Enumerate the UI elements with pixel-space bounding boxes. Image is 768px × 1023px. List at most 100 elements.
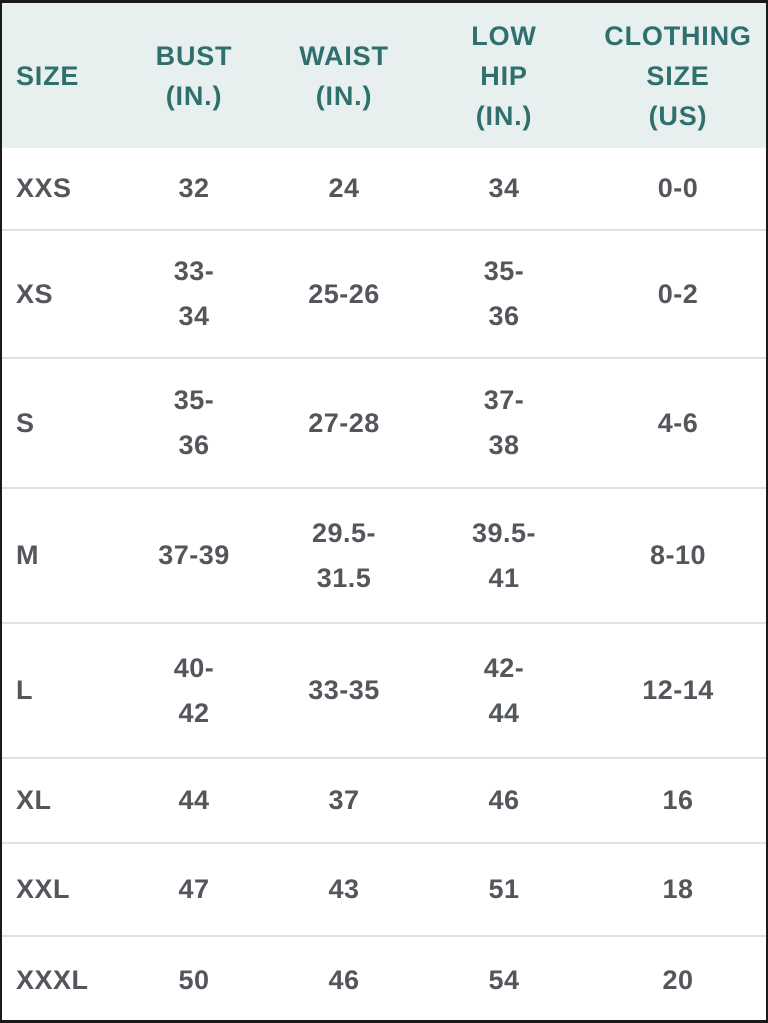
size-label-cell: XXS: [2, 148, 118, 230]
header-row: SIZE BUST (IN.) WAIST (IN.) LOW HIP (IN.) CLOTHI…: [2, 3, 766, 148]
cell-line: 38: [488, 430, 520, 460]
measurement-cell: 0-2: [590, 229, 766, 358]
column-header-line: WAIST: [299, 40, 389, 71]
cell-line: 47: [178, 874, 210, 904]
measurement-cell: 50: [118, 935, 270, 1020]
cell-line: 24: [328, 173, 360, 203]
size-label-cell: L: [2, 622, 118, 758]
measurement-cell: 37-39: [118, 487, 270, 623]
cell-line: 20: [662, 964, 694, 995]
size-chart-table: SIZE BUST (IN.) WAIST (IN.) LOW HIP (IN.) CLOTHI…: [2, 3, 766, 1020]
cell-line: S: [16, 407, 35, 438]
measurement-cell: 24: [270, 148, 418, 230]
measurement-cell: 43: [270, 842, 418, 936]
cell-line: 31.5: [316, 562, 372, 593]
size-label-cell: M: [2, 487, 118, 623]
measurement-cell: 29.5- 31.5: [270, 487, 418, 623]
cell-line: 34: [178, 301, 210, 331]
measurement-cell: 51: [418, 842, 590, 936]
column-header-line: SIZE: [646, 60, 710, 91]
measurement-cell: 12-14: [590, 622, 766, 758]
cell-line: 46: [328, 964, 360, 995]
cell-line: 44: [488, 697, 520, 728]
cell-line: M: [16, 540, 39, 570]
table-row: XXS 32 24 34 0-0: [2, 148, 766, 230]
measurement-cell: 47: [118, 842, 270, 936]
measurement-cell: 18: [590, 842, 766, 936]
cell-line: XL: [16, 785, 52, 815]
table-body: XXS 32 24 34 0-0 XS 33- 34 25-26 35- 36 0-2 S 35- 36 27…: [2, 148, 766, 1020]
column-header-clothing-size: CLOTHING SIZE (US): [590, 3, 766, 148]
cell-line: 36: [178, 430, 210, 460]
table-row: XXL 47 43 51 18: [2, 842, 766, 936]
measurement-cell: 54: [418, 935, 590, 1020]
cell-line: XXS: [16, 173, 72, 203]
cell-line: 35-: [173, 385, 215, 415]
column-header-line: CLOTHING: [604, 20, 752, 51]
measurement-cell: 37- 38: [418, 357, 590, 488]
cell-line: 32: [178, 173, 210, 203]
cell-line: 27-28: [308, 407, 380, 438]
cell-line: XS: [16, 278, 54, 309]
cell-line: 4-6: [657, 407, 699, 438]
measurement-cell: 16: [590, 757, 766, 843]
cell-line: 43: [328, 874, 360, 904]
cell-line: 50: [178, 964, 210, 995]
column-header-line: (IN.): [315, 80, 373, 111]
cell-line: 54: [488, 964, 520, 995]
column-header-line: (IN.): [165, 80, 223, 111]
column-header-line: BUST: [155, 40, 233, 71]
measurement-cell: 42- 44: [418, 622, 590, 758]
cell-line: 34: [488, 173, 520, 203]
cell-line: 18: [662, 874, 694, 904]
measurement-cell: 35- 36: [418, 229, 590, 358]
measurement-cell: 27-28: [270, 357, 418, 488]
table-row: M 37-39 29.5- 31.5 39.5- 41 8-10: [2, 487, 766, 623]
measurement-cell: 4-6: [590, 357, 766, 488]
cell-line: 46: [488, 785, 520, 815]
column-header-size: SIZE: [2, 3, 118, 148]
cell-line: 39.5-: [471, 517, 537, 548]
cell-line: 36: [488, 301, 520, 331]
measurement-cell: 32: [118, 148, 270, 230]
cell-line: 42: [178, 697, 210, 728]
cell-line: XXL: [16, 874, 71, 904]
column-header-line: LOW: [471, 20, 537, 51]
cell-line: 33-: [173, 256, 215, 286]
table-row: XS 33- 34 25-26 35- 36 0-2: [2, 229, 766, 358]
cell-line: 33-35: [308, 675, 380, 705]
column-header-line: (US): [648, 100, 708, 131]
cell-line: 40-: [173, 652, 215, 683]
column-header-bust: BUST (IN.): [118, 3, 270, 148]
measurement-cell: 25-26: [270, 229, 418, 358]
measurement-cell: 35- 36: [118, 357, 270, 488]
size-label-cell: S: [2, 357, 118, 488]
size-label-cell: XXXL: [2, 935, 118, 1020]
cell-line: 29.5-: [311, 517, 377, 548]
size-label-cell: XXL: [2, 842, 118, 936]
column-header-line: HIP: [480, 60, 528, 91]
measurement-cell: 44: [118, 757, 270, 843]
measurement-cell: 8-10: [590, 487, 766, 623]
measurement-cell: 0-0: [590, 148, 766, 230]
measurement-cell: 34: [418, 148, 590, 230]
column-header-low-hip: LOW HIP (IN.): [418, 3, 590, 148]
cell-line: 51: [488, 874, 520, 904]
cell-line: 44: [178, 785, 210, 815]
size-label-cell: XL: [2, 757, 118, 843]
size-label-cell: XS: [2, 229, 118, 358]
cell-line: 37: [328, 785, 360, 815]
measurement-cell: 33- 34: [118, 229, 270, 358]
cell-line: 35-: [483, 256, 525, 286]
measurement-cell: 46: [418, 757, 590, 843]
measurement-cell: 20: [590, 935, 766, 1020]
table-row: S 35- 36 27-28 37- 38 4-6: [2, 357, 766, 488]
measurement-cell: 33-35: [270, 622, 418, 758]
column-header-line: SIZE: [16, 60, 80, 91]
cell-line: 37-39: [158, 540, 230, 570]
cell-line: 0-0: [657, 173, 699, 203]
cell-line: 8-10: [649, 540, 707, 570]
measurement-cell: 37: [270, 757, 418, 843]
cell-line: 37-: [483, 385, 525, 415]
